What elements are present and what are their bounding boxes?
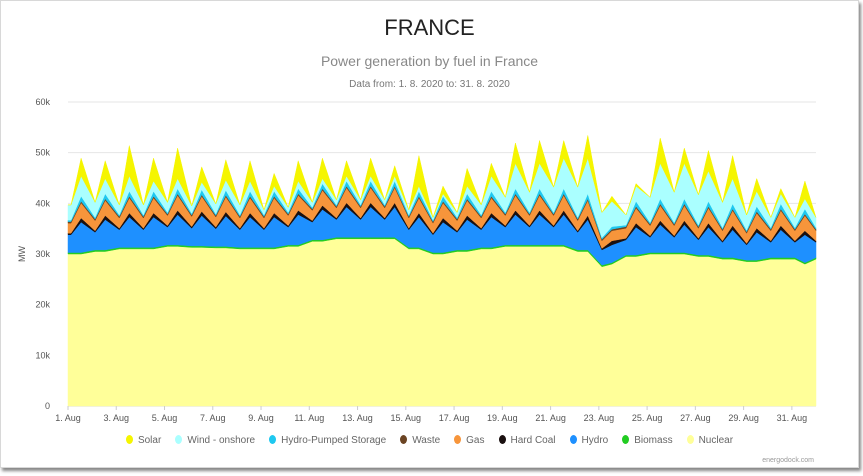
legend-item-biomass[interactable]: Biomass: [622, 435, 673, 446]
y-tick-label: 40k: [35, 198, 50, 208]
x-tick-label: 15. Aug: [391, 413, 422, 423]
x-tick-label: 3. Aug: [103, 413, 129, 423]
legend-marker-icon: [622, 435, 630, 444]
chart-window: FRANCE Power generation by fuel in Franc…: [0, 0, 859, 468]
y-tick-label: 50k: [35, 148, 50, 158]
legend-item-hydro-pumped-storage[interactable]: Hydro-Pumped Storage: [269, 435, 386, 446]
legend-label: Hydro-Pumped Storage: [281, 435, 387, 446]
x-tick-label: 17. Aug: [439, 413, 470, 423]
legend-marker-icon: [569, 435, 577, 444]
date-range: Data from: 1. 8. 2020 to: 31. 8. 2020: [349, 79, 510, 90]
legend-marker-icon: [498, 435, 506, 444]
x-tick-label: 29. Aug: [728, 413, 759, 423]
chart-title: FRANCE: [384, 15, 475, 40]
legend-item-hydro[interactable]: Hydro: [569, 435, 609, 446]
y-tick-label: 20k: [35, 300, 50, 310]
x-tick-label: 7. Aug: [200, 413, 226, 423]
y-axis-label: MW: [17, 246, 27, 262]
legend-label: Wind - onshore: [187, 435, 256, 446]
x-tick-label: 23. Aug: [584, 413, 615, 423]
legend-item-hard-coal[interactable]: Hard Coal: [498, 435, 556, 446]
credit-link[interactable]: energodock.com: [762, 457, 814, 464]
y-tick-label: 30k: [35, 249, 50, 259]
legend-marker-icon: [125, 435, 133, 444]
legend-marker-icon: [686, 435, 694, 444]
legend-item-gas[interactable]: Gas: [454, 435, 485, 446]
chart-subtitle: Power generation by fuel in France: [320, 53, 539, 69]
x-tick-label: 9. Aug: [248, 413, 274, 423]
legend-item-solar[interactable]: Solar: [125, 435, 162, 446]
area-solar: [68, 135, 817, 219]
x-tick-label: 11. Aug: [294, 413, 324, 423]
legend-item-waste[interactable]: Waste: [400, 435, 440, 446]
legend-label: Hydro: [581, 435, 609, 446]
legend-marker-icon: [269, 435, 277, 444]
legend-marker-icon: [175, 435, 183, 444]
x-tick-label: 27. Aug: [680, 413, 711, 423]
legend-marker-icon: [454, 435, 462, 444]
legend: Solar Wind - onshore Hydro-Pumped Storage W…: [1, 435, 858, 446]
y-tick-label: 60k: [35, 97, 50, 107]
x-tick-label: 1. Aug: [55, 413, 81, 423]
x-tick-label: 31. Aug: [777, 413, 808, 423]
plot-area: 0 10k 20k 30k 40k 50k 60k 1. Aug 3. Aug 5. Aug 7. …: [17, 97, 817, 423]
legend-marker-icon: [400, 435, 408, 444]
x-tick-label: 13. Aug: [342, 413, 373, 423]
x-tick-label: 21. Aug: [535, 413, 566, 423]
x-tick-label: 25. Aug: [632, 413, 663, 423]
legend-item-wind-onshore[interactable]: Wind - onshore: [175, 435, 255, 446]
legend-label: Hard Coal: [510, 435, 556, 446]
y-tick-label: 10k: [35, 350, 50, 360]
legend-label: Nuclear: [698, 435, 734, 446]
y-tick-label: 0: [45, 401, 50, 411]
legend-label: Waste: [412, 435, 441, 446]
legend-item-nuclear[interactable]: Nuclear: [686, 435, 734, 446]
legend-label: Solar: [137, 435, 162, 446]
legend-label: Biomass: [634, 435, 673, 446]
x-tick-label: 19. Aug: [487, 413, 518, 423]
x-tick-label: 5. Aug: [152, 413, 178, 423]
legend-label: Gas: [466, 435, 485, 446]
area-nuclear: [67, 238, 817, 407]
